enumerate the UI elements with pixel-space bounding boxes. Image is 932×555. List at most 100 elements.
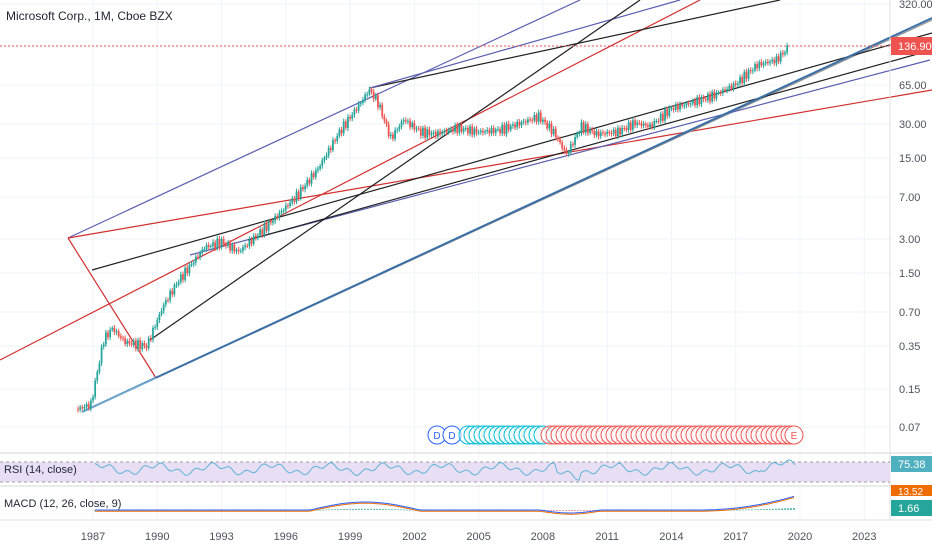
candle-body: [204, 249, 206, 250]
candle-body: [506, 124, 508, 134]
candle-body: [525, 121, 527, 122]
candle-body: [409, 121, 411, 127]
macd-histogram-bar: [574, 510, 575, 511]
candle-body: [750, 70, 752, 71]
macd-histogram-bar: [355, 509, 356, 510]
price-axis[interactable]: 320.00 65.00 30.00 15.00 7.00 3.00 1.50 0.70 0.3…: [899, 0, 932, 434]
rsi-pane[interactable]: [0, 460, 890, 482]
candle-body: [418, 129, 420, 130]
macd-histogram-bar: [352, 509, 353, 510]
candle-body: [596, 131, 598, 135]
x-tick-label: 2002: [402, 531, 426, 543]
candle-body: [771, 60, 773, 62]
candle-body: [533, 115, 535, 121]
candle-body: [281, 211, 283, 212]
trend-black-upper[interactable]: [370, 0, 780, 88]
candle-body: [266, 224, 268, 231]
candle-body: [94, 381, 96, 397]
macd-histogram-bar: [775, 509, 776, 510]
macd-histogram-bar: [403, 509, 404, 510]
macd-histogram-bar: [361, 509, 362, 510]
y-tick-label: 320.00: [899, 0, 932, 11]
candle-body: [617, 128, 619, 136]
time-axis[interactable]: 1987 1990 1993 1996 1999 2002 2005 2008 2011 2014…: [81, 531, 877, 543]
macd-histogram-bar: [589, 510, 590, 511]
candle-body: [338, 130, 340, 136]
candle-body: [478, 132, 480, 133]
candle-body: [229, 243, 231, 251]
parallel-black[interactable]: [248, 50, 932, 240]
candle-body: [782, 53, 784, 54]
candle-body: [439, 131, 441, 134]
candle-body: [585, 124, 587, 133]
candle-body: [713, 92, 715, 99]
candle-body: [251, 239, 253, 244]
candle-body: [371, 89, 373, 91]
candle-body: [405, 120, 407, 122]
candle-body: [268, 222, 270, 231]
x-tick-label: 2023: [852, 531, 876, 543]
rsi-title: RSI (14, close): [4, 464, 77, 476]
macd-histogram-bar: [409, 510, 410, 511]
candle-body: [544, 120, 546, 122]
macd-histogram-bar: [394, 509, 395, 510]
macd-histogram-bar: [586, 510, 587, 511]
candle-body: [201, 250, 203, 253]
candle-body: [169, 291, 171, 300]
candle-body: [146, 346, 148, 348]
x-tick-label: 1996: [274, 531, 298, 543]
macd-histogram-bar: [337, 509, 338, 510]
candle-body: [150, 338, 152, 339]
x-tick-label: 1993: [209, 531, 233, 543]
candle-body: [364, 95, 366, 100]
pitchfork-black[interactable]: [92, 33, 932, 270]
candle-body: [773, 60, 775, 64]
candle-body: [302, 187, 304, 189]
candle-body: [540, 112, 542, 121]
pitchfork-red-thin[interactable]: [68, 90, 932, 238]
candle-body: [518, 122, 520, 126]
candle-body: [129, 341, 131, 344]
candle-body: [476, 129, 478, 133]
macd-histogram-bar: [553, 510, 554, 511]
candle-body: [521, 122, 523, 125]
candle-body: [758, 62, 760, 68]
candle-body: [761, 62, 763, 65]
y-tick-label: 3.00: [899, 234, 920, 246]
candle-body: [658, 121, 660, 122]
candle-body: [542, 120, 544, 122]
candle-body: [527, 119, 529, 122]
candle-body: [538, 112, 540, 121]
candle-body: [443, 131, 445, 133]
trend-blue-upper[interactable]: [370, 0, 680, 88]
candle-body: [398, 127, 400, 130]
candle-body: [645, 124, 647, 126]
macd-histogram-bar: [580, 510, 581, 511]
pitchfork-handle[interactable]: [68, 238, 156, 378]
candle-body: [600, 132, 602, 136]
x-tick-label: 2020: [788, 531, 812, 543]
trend-black-steep[interactable]: [150, 0, 640, 340]
candle-body: [171, 291, 173, 294]
candle-body: [769, 61, 771, 63]
y-tick-label: 0.07: [899, 422, 920, 434]
candle-body: [548, 124, 550, 129]
candle-body: [379, 105, 381, 108]
candle-body: [636, 123, 638, 126]
candle-body: [347, 117, 349, 128]
macd-pane[interactable]: [94, 496, 794, 514]
candle-body: [96, 372, 98, 381]
pitchfork-upper-blue[interactable]: [68, 0, 580, 238]
candle-body: [651, 124, 653, 127]
candle-body: [407, 121, 409, 122]
candle-body: [386, 121, 388, 125]
candle-body: [394, 130, 396, 139]
candle-body: [92, 397, 94, 401]
candle-body: [767, 62, 769, 63]
median-blue-thick[interactable]: [82, 18, 932, 412]
macd-histogram-bar: [343, 509, 344, 510]
candle-body: [236, 250, 238, 252]
